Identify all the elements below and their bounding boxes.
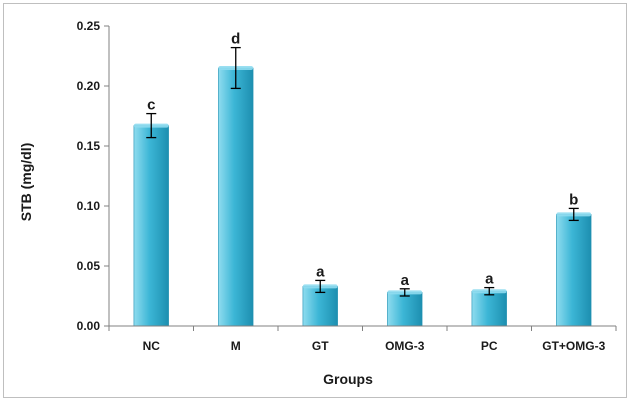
- x-tick-label: OMG-3: [385, 339, 425, 353]
- bar-group-gt-omg-3: b GT+OMG-3: [542, 191, 605, 353]
- x-tick-label: PC: [481, 339, 498, 353]
- bar: [472, 291, 507, 326]
- significance-label: d: [231, 31, 240, 48]
- y-axis-title: STB (mg/dl): [18, 143, 34, 222]
- y-tick-label: 0.15: [77, 139, 101, 153]
- x-tick-label: GT+OMG-3: [542, 339, 605, 353]
- bar: [556, 214, 591, 326]
- significance-label: c: [147, 97, 155, 114]
- x-axis-title: Groups: [323, 371, 373, 387]
- bar: [218, 68, 253, 326]
- bar-group-gt: a GT: [303, 263, 338, 353]
- bar-group-nc: c NC: [134, 97, 169, 353]
- y-tick-label: 0.25: [77, 19, 101, 33]
- bar-group-omg-3: a OMG-3: [385, 272, 425, 353]
- significance-label: a: [485, 271, 494, 288]
- bar: [134, 126, 169, 326]
- y-tick-label: 0.05: [77, 259, 101, 273]
- bar: [387, 292, 422, 326]
- x-tick-label: NC: [143, 339, 161, 353]
- x-tick-label: GT: [312, 339, 329, 353]
- x-tick-label: M: [231, 339, 241, 353]
- significance-label: a: [401, 272, 410, 289]
- significance-label: b: [569, 191, 578, 208]
- significance-label: a: [316, 263, 325, 280]
- y-tick-label: 0.00: [77, 319, 101, 333]
- y-tick-label: 0.10: [77, 199, 101, 213]
- bar-group-m: dM: [218, 31, 253, 353]
- y-tick-label: 0.20: [77, 79, 101, 93]
- bar-group-pc: a PC: [472, 271, 507, 353]
